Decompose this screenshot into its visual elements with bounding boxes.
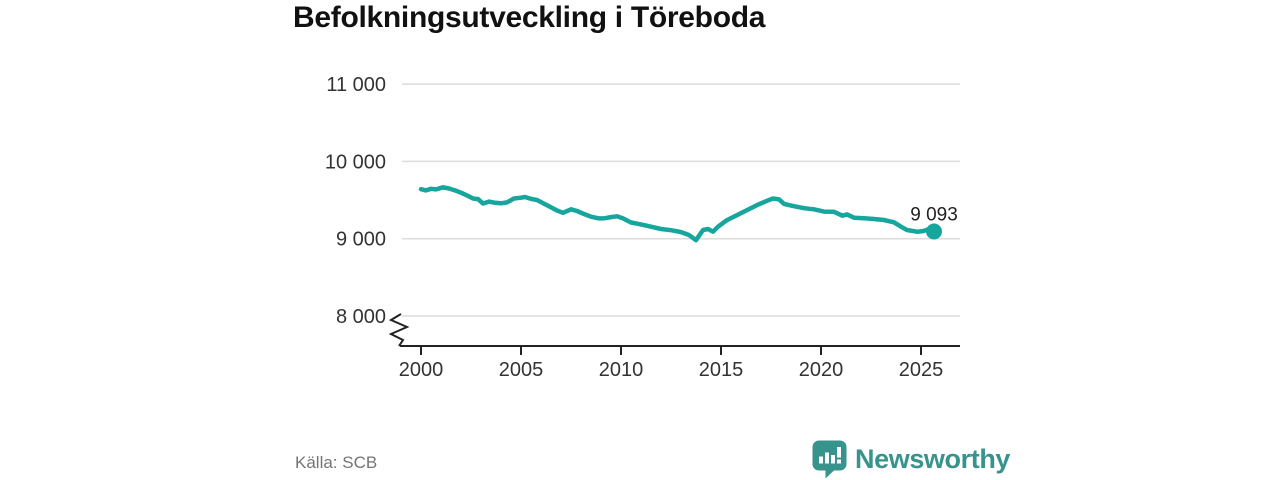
x-axis-tick-label: 2025 [899,359,944,381]
y-axis-tick-label: 10 000 [325,151,386,173]
newsworthy-wordmark: Newsworthy [855,444,1011,474]
x-axis-tick-label: 2015 [699,359,744,381]
x-axis-tick-label: 2010 [599,359,644,381]
population-series-line [418,185,937,243]
latest-value-dot [926,223,942,240]
latest-value-label: 9 093 [910,205,958,226]
x-axis-tick-label: 2005 [499,359,544,381]
x-axis-tick-label: 2020 [799,359,844,381]
newsworthy-logo: Newsworthy [812,440,1010,479]
chart-title: Befolkningsutveckling i Töreboda [293,1,766,34]
source-note: Källa: SCB [295,453,378,472]
y-axis-tick-label: 8 000 [336,306,386,328]
y-axis-tick-label: 9 000 [336,229,386,251]
newsworthy-bars-bubble-icon [812,440,847,479]
y-axis-break-icon [388,313,410,347]
y-axis-tick-label: 11 000 [326,74,386,96]
x-axis-tick-label: 2000 [399,359,444,381]
